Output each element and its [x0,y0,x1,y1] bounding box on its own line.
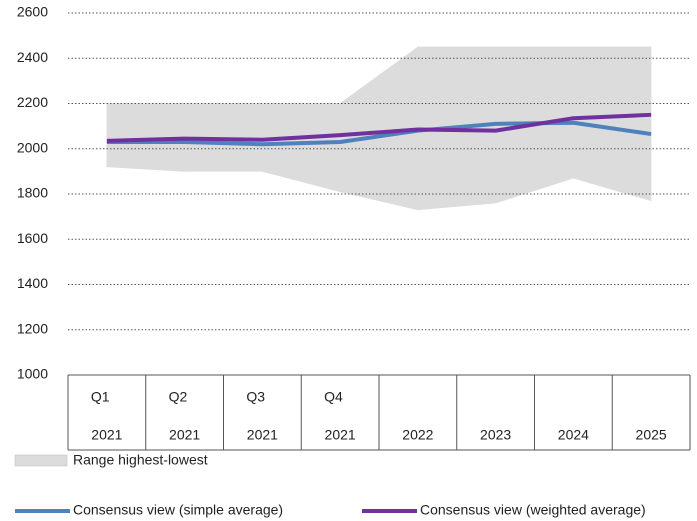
series-line [106,120,652,147]
y-tick-label: 1000 [17,366,48,382]
x-tick-label: 2024 [558,427,589,443]
legend-label: Consensus view (weighted average) [420,502,646,518]
x-tick-label: 2021 [91,427,122,443]
y-tick-label: 2000 [17,139,48,155]
legend-label: Consensus view (simple average) [73,502,283,518]
y-tick-label: 1600 [17,230,48,246]
x-tick-label: 2025 [636,427,667,443]
range-band [262,103,341,193]
y-tick-label: 2200 [17,94,48,110]
legend-label: Range highest-lowest [73,452,208,468]
x-tick-label: Q4 [324,389,343,405]
y-tick-label: 2600 [17,4,48,20]
range-band [573,46,652,202]
series-line [106,112,652,143]
y-tick-label: 1400 [17,275,48,291]
legend-swatch [14,454,68,467]
x-tick-label: 2023 [480,427,511,443]
y-tick-label: 2400 [17,49,48,65]
y-tick-label: 1200 [17,320,48,336]
x-tick-label: Q1 [91,389,110,405]
x-tick-label: 2021 [169,427,200,443]
x-tick-label: Q3 [246,389,265,405]
x-tick-label: 2021 [325,427,356,443]
y-tick-label: 1800 [17,185,48,201]
x-tick-label: 2022 [402,427,433,443]
x-tick-label: 2021 [247,427,278,443]
x-tick-label: Q2 [169,389,188,405]
